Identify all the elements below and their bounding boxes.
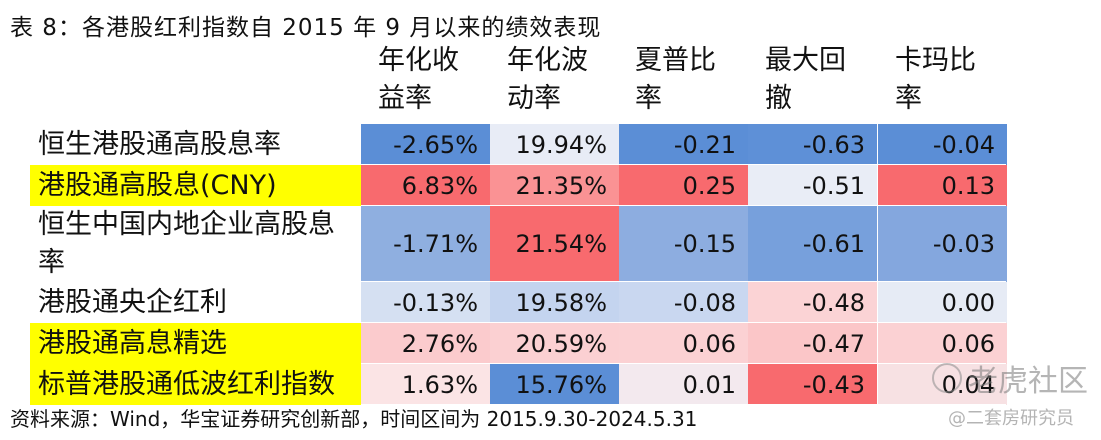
table-cell: -0.03	[878, 206, 1007, 282]
tiger-logo-icon	[932, 363, 962, 393]
table-row-sp-hk-low-vol-div: 标普港股通低波红利指数 1.63% 15.76% 0.01 -0.43 0.04	[30, 364, 1010, 405]
row-label-line: 港股通高息精选	[38, 327, 227, 359]
table-row-hs-hk-connect-high-div: 恒生港股通高股息率 -2.65% 19.94% -0.21 -0.63 -0.04	[30, 124, 1010, 165]
table-cell: -0.43	[748, 364, 877, 405]
row-divider	[361, 164, 1006, 165]
table-row-hs-china-ent-high-div: 恒生中国内地企业高股息率 -1.71% 21.54% -0.15 -0.61 -0.03	[30, 206, 1010, 282]
table-header: 年化收 益率 年化波 动率 夏普比 率 最大回 撤 卡玛比 率	[30, 42, 1010, 126]
row-label-line: 恒生港股通高股息率	[38, 128, 281, 160]
watermark-logo: 老虎社区	[932, 356, 1088, 400]
row-label: 恒生港股通高股息率	[30, 124, 361, 165]
row-label-line: 港股通高股息(CNY)	[38, 169, 277, 201]
table-cell: 0.00	[878, 282, 1007, 323]
table-cell: 1.63%	[361, 364, 490, 405]
row-label: 港股通央企红利	[30, 282, 361, 323]
table-cell: -0.21	[619, 124, 748, 165]
header-annual-return: 年化收 益率	[378, 45, 459, 114]
row-label: 恒生中国内地企业高股息率	[30, 206, 361, 282]
header-calmar-ratio: 卡玛比 率	[895, 45, 976, 114]
table-cell: -0.63	[748, 124, 877, 165]
row-label: 标普港股通低波红利指数	[30, 364, 361, 405]
table-cell: 21.54%	[490, 206, 619, 282]
table-cell: 21.35%	[490, 165, 619, 206]
table-cell: -0.48	[748, 282, 877, 323]
row-divider	[361, 281, 1006, 282]
table-cell: 2.76%	[361, 323, 490, 364]
row-divider	[361, 205, 1006, 206]
row-divider	[361, 322, 1006, 323]
table-cell: 20.59%	[490, 323, 619, 364]
table-cell: 0.25	[619, 165, 748, 206]
row-label: 港股通高股息(CNY)	[30, 165, 361, 206]
row-label: 港股通高息精选	[30, 323, 361, 364]
table-cell: -0.13%	[361, 282, 490, 323]
watermark-secondary: @二套房研究员	[948, 408, 1074, 429]
table-cell: -0.47	[748, 323, 877, 364]
watermark-primary: 老虎社区	[968, 364, 1088, 399]
table-cell: 0.06	[619, 323, 748, 364]
header-annual-volatility: 年化波 动率	[507, 45, 588, 114]
table-cell: -0.04	[878, 124, 1007, 165]
table-cell: -2.65%	[361, 124, 490, 165]
table-row-hk-connect-high-div-select: 港股通高息精选 2.76% 20.59% 0.06 -0.47 0.06	[30, 323, 1010, 364]
table-title: 表 8：各港股红利指数自 2015 年 9 月以来的绩效表现	[10, 15, 602, 41]
table-cell: 19.94%	[490, 124, 619, 165]
table-row-hk-connect-high-div-cny: 港股通高股息(CNY) 6.83% 21.35% 0.25 -0.51 0.13	[30, 165, 1010, 206]
table-cell: -1.71%	[361, 206, 490, 282]
table-cell: 15.76%	[490, 364, 619, 405]
header-sharpe-ratio: 夏普比 率	[635, 45, 716, 114]
table-cell: -0.51	[748, 165, 877, 206]
row-label-line: 标普港股通低波红利指数	[38, 368, 335, 400]
row-divider	[361, 404, 1006, 405]
table-cell: -0.08	[619, 282, 748, 323]
table-cell: 19.58%	[490, 282, 619, 323]
table-cell: -0.15	[619, 206, 748, 282]
table-cell: -0.61	[748, 206, 877, 282]
row-label-line: 港股通央企红利	[38, 286, 227, 318]
source-note: 资料来源：Wind，华宝证券研究创新部，时间区间为 2015.9.30-2024…	[10, 407, 698, 431]
row-label-line: 率	[38, 247, 65, 278]
table-row-hk-connect-soe-div: 港股通央企红利 -0.13% 19.58% -0.08 -0.48 0.00	[30, 282, 1010, 323]
row-divider	[361, 363, 1006, 364]
table-cell: 0.06	[878, 323, 1007, 364]
row-label-line: 恒生中国内地企业高股息	[38, 209, 335, 240]
table-cell: 0.01	[619, 364, 748, 405]
header-max-drawdown: 最大回 撤	[765, 45, 846, 114]
table-cell: 0.13	[878, 165, 1007, 206]
table-cell: 6.83%	[361, 165, 490, 206]
